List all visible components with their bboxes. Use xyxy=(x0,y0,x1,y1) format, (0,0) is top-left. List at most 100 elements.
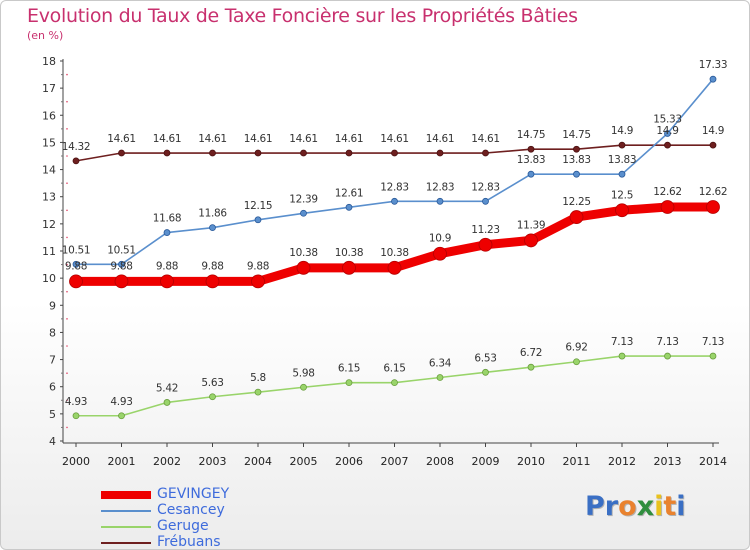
data-label-gevingey: 9.88 xyxy=(201,260,223,272)
data-label-cesancey: 12.83 xyxy=(380,181,409,193)
y-accent-dot xyxy=(66,399,68,402)
y-tick-label: 16 xyxy=(42,109,56,122)
data-label-geruge: 7.13 xyxy=(702,336,724,348)
data-label-frébuans: 14.61 xyxy=(380,133,409,145)
data-label-cesancey: 12.61 xyxy=(335,187,364,199)
data-label-cesancey: 13.83 xyxy=(562,154,591,166)
data-label-frébuans: 14.61 xyxy=(107,133,136,145)
data-label-cesancey: 10.51 xyxy=(62,244,91,256)
data-label-frébuans: 14.61 xyxy=(244,133,273,145)
y-accent-dot xyxy=(66,155,68,157)
data-label-gevingey: 10.9 xyxy=(429,233,451,245)
data-label-frébuans: 14.61 xyxy=(289,133,318,145)
legend-label: Cesancey xyxy=(157,502,225,518)
data-label-cesancey: 11.86 xyxy=(198,208,227,220)
y-tick-label: 5 xyxy=(49,408,56,421)
data-point-frébuans xyxy=(345,149,353,157)
data-point-geruge xyxy=(300,383,307,391)
data-point-geruge xyxy=(664,352,671,360)
chart-title: Evolution du Taux de Taxe Foncière sur l… xyxy=(27,5,578,27)
data-label-frébuans: 14.9 xyxy=(702,125,724,137)
logo-letter: P xyxy=(585,491,605,522)
x-tick-label: 2014 xyxy=(699,455,727,468)
x-tick-label: 2007 xyxy=(381,455,409,468)
series-line-cesancey xyxy=(75,78,714,266)
data-point-frébuans xyxy=(573,145,580,153)
data-point-frébuans xyxy=(163,149,171,157)
data-point-gevingey xyxy=(660,200,675,214)
y-tick-label: 18 xyxy=(42,55,56,68)
y-tick-label: 8 xyxy=(49,326,56,339)
data-point-frébuans xyxy=(436,149,444,157)
y-accent-dot xyxy=(66,236,68,239)
y-tick-label: 17 xyxy=(42,82,56,95)
data-label-frébuans: 14.61 xyxy=(426,133,455,145)
proxiti-logo: Proxiti xyxy=(585,491,686,522)
y-accent-dot xyxy=(66,182,68,184)
logo-letter: i xyxy=(654,491,664,522)
data-label-frébuans: 14.61 xyxy=(198,133,227,145)
data-point-frébuans xyxy=(72,157,80,165)
data-point-frébuans xyxy=(391,149,398,157)
data-label-cesancey: 13.83 xyxy=(608,154,637,166)
legend-swatch xyxy=(101,542,151,544)
y-unit-label: (en %) xyxy=(27,29,64,42)
data-label-gevingey: 9.88 xyxy=(110,260,132,272)
data-label-gevingey: 12.5 xyxy=(611,189,633,201)
data-point-cesancey xyxy=(300,209,307,217)
data-point-cesancey xyxy=(72,260,80,268)
data-label-geruge: 6.34 xyxy=(429,357,452,369)
data-point-geruge xyxy=(573,358,580,366)
data-point-gevingey xyxy=(478,237,493,252)
data-point-gevingey xyxy=(114,274,129,289)
data-label-gevingey: 10.38 xyxy=(335,247,364,259)
data-label-frébuans: 14.9 xyxy=(611,125,633,137)
data-point-cesancey xyxy=(345,203,353,211)
data-label-cesancey: 17.33 xyxy=(699,59,728,71)
y-accent-dot xyxy=(66,73,68,76)
y-tick-label: 15 xyxy=(42,136,56,149)
data-point-gevingey xyxy=(524,233,538,248)
y-tick-label: 14 xyxy=(42,164,56,177)
data-label-geruge: 7.13 xyxy=(656,336,678,348)
data-label-cesancey: 12.83 xyxy=(426,181,455,193)
data-point-gevingey xyxy=(296,260,311,275)
data-label-frébuans: 14.75 xyxy=(517,129,546,141)
y-tick-label: 11 xyxy=(42,245,56,258)
x-tick-label: 2004 xyxy=(244,455,272,468)
data-label-frébuans: 14.61 xyxy=(471,133,500,145)
y-accent-dot xyxy=(66,128,68,130)
data-label-frébuans: 14.61 xyxy=(335,133,364,145)
y-tick-label: 9 xyxy=(49,299,56,312)
data-label-cesancey: 10.51 xyxy=(107,244,136,256)
logo-letter: t xyxy=(663,491,677,522)
data-label-gevingey: 9.88 xyxy=(65,260,87,272)
data-label-gevingey: 9.88 xyxy=(156,260,178,272)
legend-label: Frébuans xyxy=(157,534,221,550)
y-accent-dot xyxy=(66,100,68,103)
data-label-geruge: 6.15 xyxy=(383,363,405,375)
legend-swatch xyxy=(101,510,151,512)
data-label-geruge: 5.42 xyxy=(156,382,178,394)
data-point-cesancey xyxy=(482,197,489,205)
data-point-frébuans xyxy=(482,149,489,157)
data-label-geruge: 6.72 xyxy=(520,347,542,359)
data-label-cesancey: 12.15 xyxy=(244,200,273,212)
data-point-gevingey xyxy=(615,203,629,218)
y-tick-label: 12 xyxy=(42,218,56,231)
data-label-geruge: 7.13 xyxy=(611,336,633,348)
data-label-gevingey: 12.25 xyxy=(562,196,591,208)
data-point-gevingey xyxy=(69,274,83,289)
data-point-gevingey xyxy=(205,274,220,289)
legend-label: GEVINGEY xyxy=(157,486,230,502)
data-point-cesancey xyxy=(163,229,171,236)
data-label-gevingey: 12.62 xyxy=(699,186,728,198)
data-point-gevingey xyxy=(433,246,447,261)
logo-letter: x xyxy=(636,491,655,522)
data-point-cesancey xyxy=(664,130,671,137)
data-point-cesancey xyxy=(618,170,626,178)
data-label-geruge: 4.93 xyxy=(65,396,87,408)
data-point-geruge xyxy=(436,374,444,381)
